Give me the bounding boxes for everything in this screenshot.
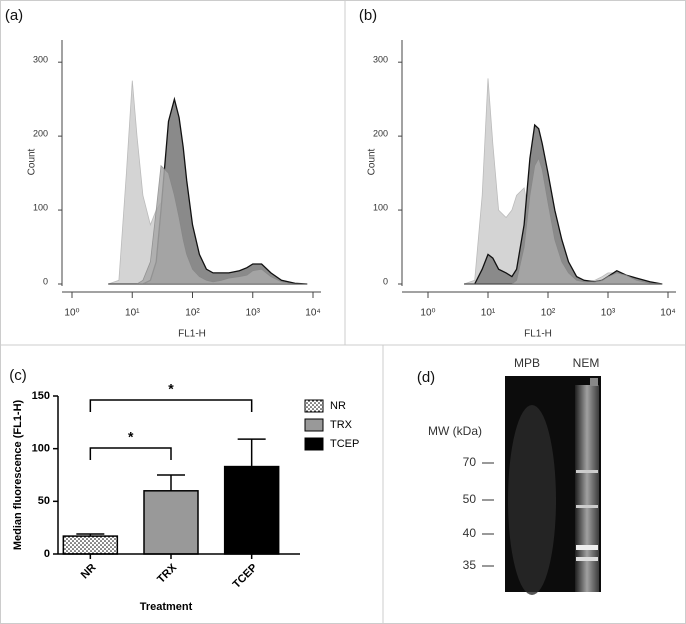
y-tick-label: 300: [373, 55, 388, 65]
x-tick-label: 10¹: [481, 308, 496, 319]
x-tick-label: 10²: [185, 308, 200, 319]
y-tick-label: 50: [38, 495, 50, 507]
marker-label: 35: [463, 558, 477, 572]
legend-label: NR: [330, 400, 346, 412]
lane-label: NEM: [573, 356, 600, 370]
y-tick-label: 100: [33, 202, 48, 212]
histogram-area: [464, 157, 663, 285]
lane-label: MPB: [514, 356, 540, 370]
histogram-area: [108, 164, 308, 285]
panel-label: (c): [9, 367, 27, 384]
marker-label: 40: [463, 526, 477, 540]
gel-image: [505, 376, 601, 595]
x-tick-label: NR: [79, 562, 99, 582]
x-axis-label: Treatment: [140, 601, 193, 613]
y-tick-label: 0: [43, 276, 48, 286]
x-tick-label: 10³: [601, 308, 616, 319]
annotation: *: [168, 381, 174, 397]
y-axis-label: Count: [27, 148, 38, 175]
panel-label: (b): [359, 7, 377, 24]
x-tick-label: TCEP: [231, 562, 260, 591]
x-tick-label: 10⁰: [420, 308, 435, 319]
x-tick-label: 10²: [541, 308, 556, 319]
x-tick-label: 10⁴: [305, 308, 320, 319]
y-tick-label: 200: [373, 128, 388, 138]
legend-swatch: [304, 418, 324, 432]
y-tick-label: 100: [32, 443, 50, 455]
panel-label: (d): [417, 369, 435, 386]
y-tick-label: 0: [44, 548, 50, 560]
y-tick-label: 0: [383, 276, 388, 286]
legend-swatch: [304, 399, 324, 413]
significance-bracket: [89, 399, 253, 412]
histogram-area: [108, 80, 308, 285]
bar: [223, 465, 280, 555]
legend-label: TRX: [330, 419, 353, 431]
bar: [143, 490, 199, 555]
annotation: *: [128, 429, 134, 445]
legend-swatch: [304, 437, 324, 451]
x-axis-label: FL1-H: [178, 329, 206, 340]
y-tick-label: 150: [32, 390, 50, 402]
y-tick-label: 300: [33, 55, 48, 65]
x-tick-label: 10⁰: [64, 308, 79, 319]
histogram-area: [464, 123, 663, 285]
marker-label: 70: [463, 455, 477, 469]
bar: [62, 535, 119, 555]
panel-label: (a): [5, 7, 23, 24]
x-tick-label: TRX: [155, 561, 180, 586]
marker-title: MW (kDa): [428, 424, 482, 438]
y-axis-label: Median fluorescence (FL1-H): [12, 399, 24, 550]
x-tick-label: 10⁴: [660, 308, 675, 319]
x-tick-label: 10³: [246, 308, 261, 319]
y-axis-label: Count: [367, 148, 378, 175]
legend-label: TCEP: [330, 438, 359, 450]
y-tick-label: 100: [373, 202, 388, 212]
y-tick-label: 200: [33, 128, 48, 138]
marker-label: 50: [463, 492, 477, 506]
x-tick-label: 10¹: [125, 308, 140, 319]
significance-bracket: [89, 447, 172, 460]
x-axis-label: FL1-H: [524, 329, 552, 340]
